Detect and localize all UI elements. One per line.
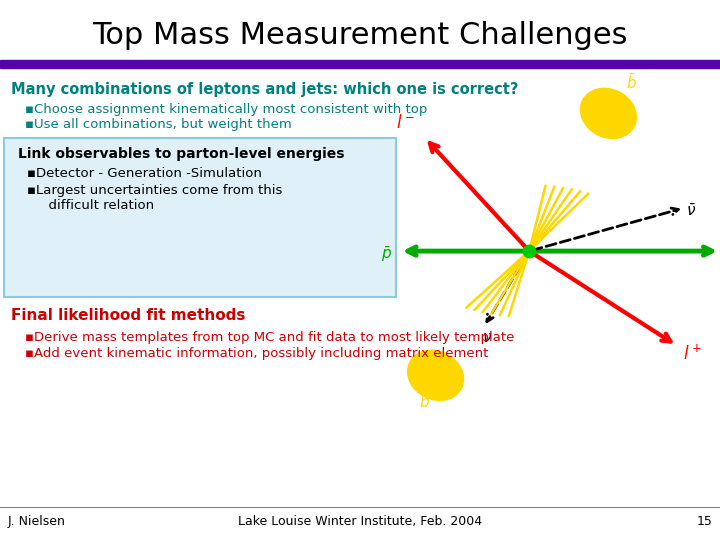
Text: ▪Use all combinations, but weight them: ▪Use all combinations, but weight them	[25, 118, 292, 131]
Text: $\bar{b}$: $\bar{b}$	[626, 73, 637, 92]
Text: ▪Add event kinematic information, possibly including matrix element: ▪Add event kinematic information, possib…	[25, 347, 489, 360]
Text: 15: 15	[697, 515, 713, 528]
Text: Top Mass Measurement Challenges: Top Mass Measurement Challenges	[92, 21, 628, 50]
Text: Final likelihood fit methods: Final likelihood fit methods	[11, 308, 246, 323]
Ellipse shape	[408, 350, 464, 400]
Text: $l^-$: $l^-$	[396, 114, 415, 132]
FancyBboxPatch shape	[4, 138, 396, 297]
Ellipse shape	[580, 89, 636, 138]
Text: $\bar{p}$: $\bar{p}$	[382, 245, 392, 265]
Text: Many combinations of leptons and jets: which one is correct?: Many combinations of leptons and jets: w…	[11, 82, 518, 97]
Bar	[0, 60, 720, 68]
Text: ▪Derive mass templates from top MC and fit data to most likely template: ▪Derive mass templates from top MC and f…	[25, 331, 515, 344]
Text: J. Nielsen: J. Nielsen	[7, 515, 65, 528]
Text: difficult relation: difficult relation	[40, 199, 154, 212]
Text: ▪Largest uncertainties come from this: ▪Largest uncertainties come from this	[27, 184, 283, 197]
Text: $l^+$: $l^+$	[683, 345, 701, 364]
Text: Link observables to parton-level energies: Link observables to parton-level energie…	[18, 147, 344, 161]
Text: ▪Choose assignment kinematically most consistent with top: ▪Choose assignment kinematically most co…	[25, 103, 428, 116]
Text: $\bar{\nu}$: $\bar{\nu}$	[686, 202, 696, 219]
Text: $b$: $b$	[419, 394, 431, 410]
Text: $\nu$: $\nu$	[482, 330, 492, 346]
Text: Lake Louise Winter Institute, Feb. 2004: Lake Louise Winter Institute, Feb. 2004	[238, 515, 482, 528]
Text: ▪Detector - Generation -Simulation: ▪Detector - Generation -Simulation	[27, 167, 262, 180]
